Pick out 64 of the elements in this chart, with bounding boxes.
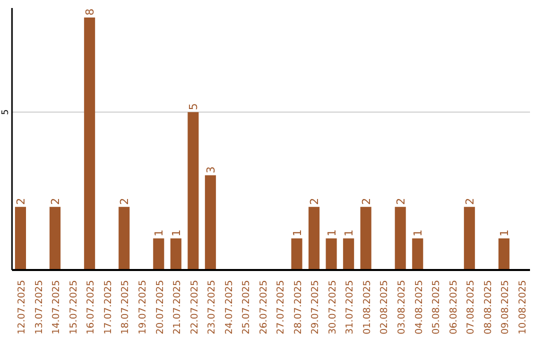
data-label: 1 — [152, 229, 166, 236]
data-label: 2 — [360, 198, 373, 205]
bar — [394, 206, 406, 270]
bar — [15, 206, 26, 270]
bar — [498, 238, 510, 270]
data-label: 1 — [290, 229, 304, 236]
bar — [204, 175, 216, 270]
data-label: 3 — [204, 166, 218, 174]
x-tick-label: 03.08.2025 — [396, 280, 408, 334]
bar — [412, 238, 424, 270]
bar — [153, 238, 164, 270]
data-label: 1 — [412, 229, 425, 236]
bar — [170, 238, 182, 270]
x-tick-label: 16.07.2025 — [86, 280, 97, 334]
x-tick-label: 08.08.2025 — [482, 280, 494, 334]
data-label: 2 — [49, 198, 62, 205]
bar — [308, 206, 320, 270]
x-tick-label: 04.08.2025 — [414, 280, 425, 334]
x-tick-label: 10.08.2025 — [517, 280, 528, 334]
x-tick-label: 20.07.2025 — [154, 280, 166, 334]
x-tick-label: 06.08.2025 — [448, 280, 460, 334]
bar — [464, 206, 475, 270]
data-label: 2 — [118, 198, 132, 205]
x-tick-label: 02.08.2025 — [379, 280, 390, 334]
x-tick-label: 28.07.2025 — [292, 280, 304, 334]
x-tick-label: 13.07.2025 — [34, 280, 45, 334]
data-label: 5 — [187, 103, 200, 110]
x-tick-label: 23.07.2025 — [206, 280, 218, 334]
x-tick-label: 30.07.2025 — [327, 280, 338, 334]
x-tick-label: 19.07.2025 — [138, 280, 148, 334]
bar — [50, 206, 61, 270]
data-label: 1 — [325, 229, 338, 236]
data-label: 1 — [170, 229, 183, 236]
data-label: 8 — [84, 8, 97, 16]
x-tick-label: 17.07.2025 — [102, 280, 114, 334]
data-label: 2 — [394, 198, 408, 205]
x-tick-label: 29.07.2025 — [310, 280, 322, 334]
data-label: 1 — [498, 229, 511, 236]
bar — [84, 17, 96, 270]
data-label: 2 — [463, 198, 476, 205]
x-tick-label: 07.08.2025 — [466, 280, 477, 334]
data-label: 2 — [14, 198, 28, 205]
bar — [360, 206, 372, 270]
x-tick-label: 12.07.2025 — [16, 280, 28, 334]
x-tick-label: 05.08.2025 — [431, 280, 442, 334]
data-label: 2 — [308, 198, 322, 205]
bar — [188, 112, 199, 270]
x-tick-label: 18.07.2025 — [120, 280, 132, 334]
bar — [291, 238, 302, 270]
x-tick-label: 27.07.2025 — [276, 280, 287, 334]
x-tick-label: 25.07.2025 — [241, 280, 252, 334]
x-tick-label: 24.07.2025 — [224, 280, 235, 334]
bar — [326, 238, 337, 270]
x-tick-label: 31.07.2025 — [344, 280, 356, 334]
x-tick-label: 26.07.2025 — [258, 280, 270, 334]
bar — [343, 238, 354, 270]
bar — [118, 206, 130, 270]
x-tick-label: 09.08.2025 — [500, 280, 512, 334]
x-tick-label: 22.07.2025 — [189, 280, 200, 334]
x-tick-label: 15.07.2025 — [68, 280, 80, 334]
data-label: 1 — [342, 229, 356, 236]
x-tick-label: 01.08.2025 — [362, 280, 373, 334]
x-tick-label: 21.07.2025 — [172, 280, 184, 334]
x-tick-label: 14.07.2025 — [51, 280, 62, 334]
